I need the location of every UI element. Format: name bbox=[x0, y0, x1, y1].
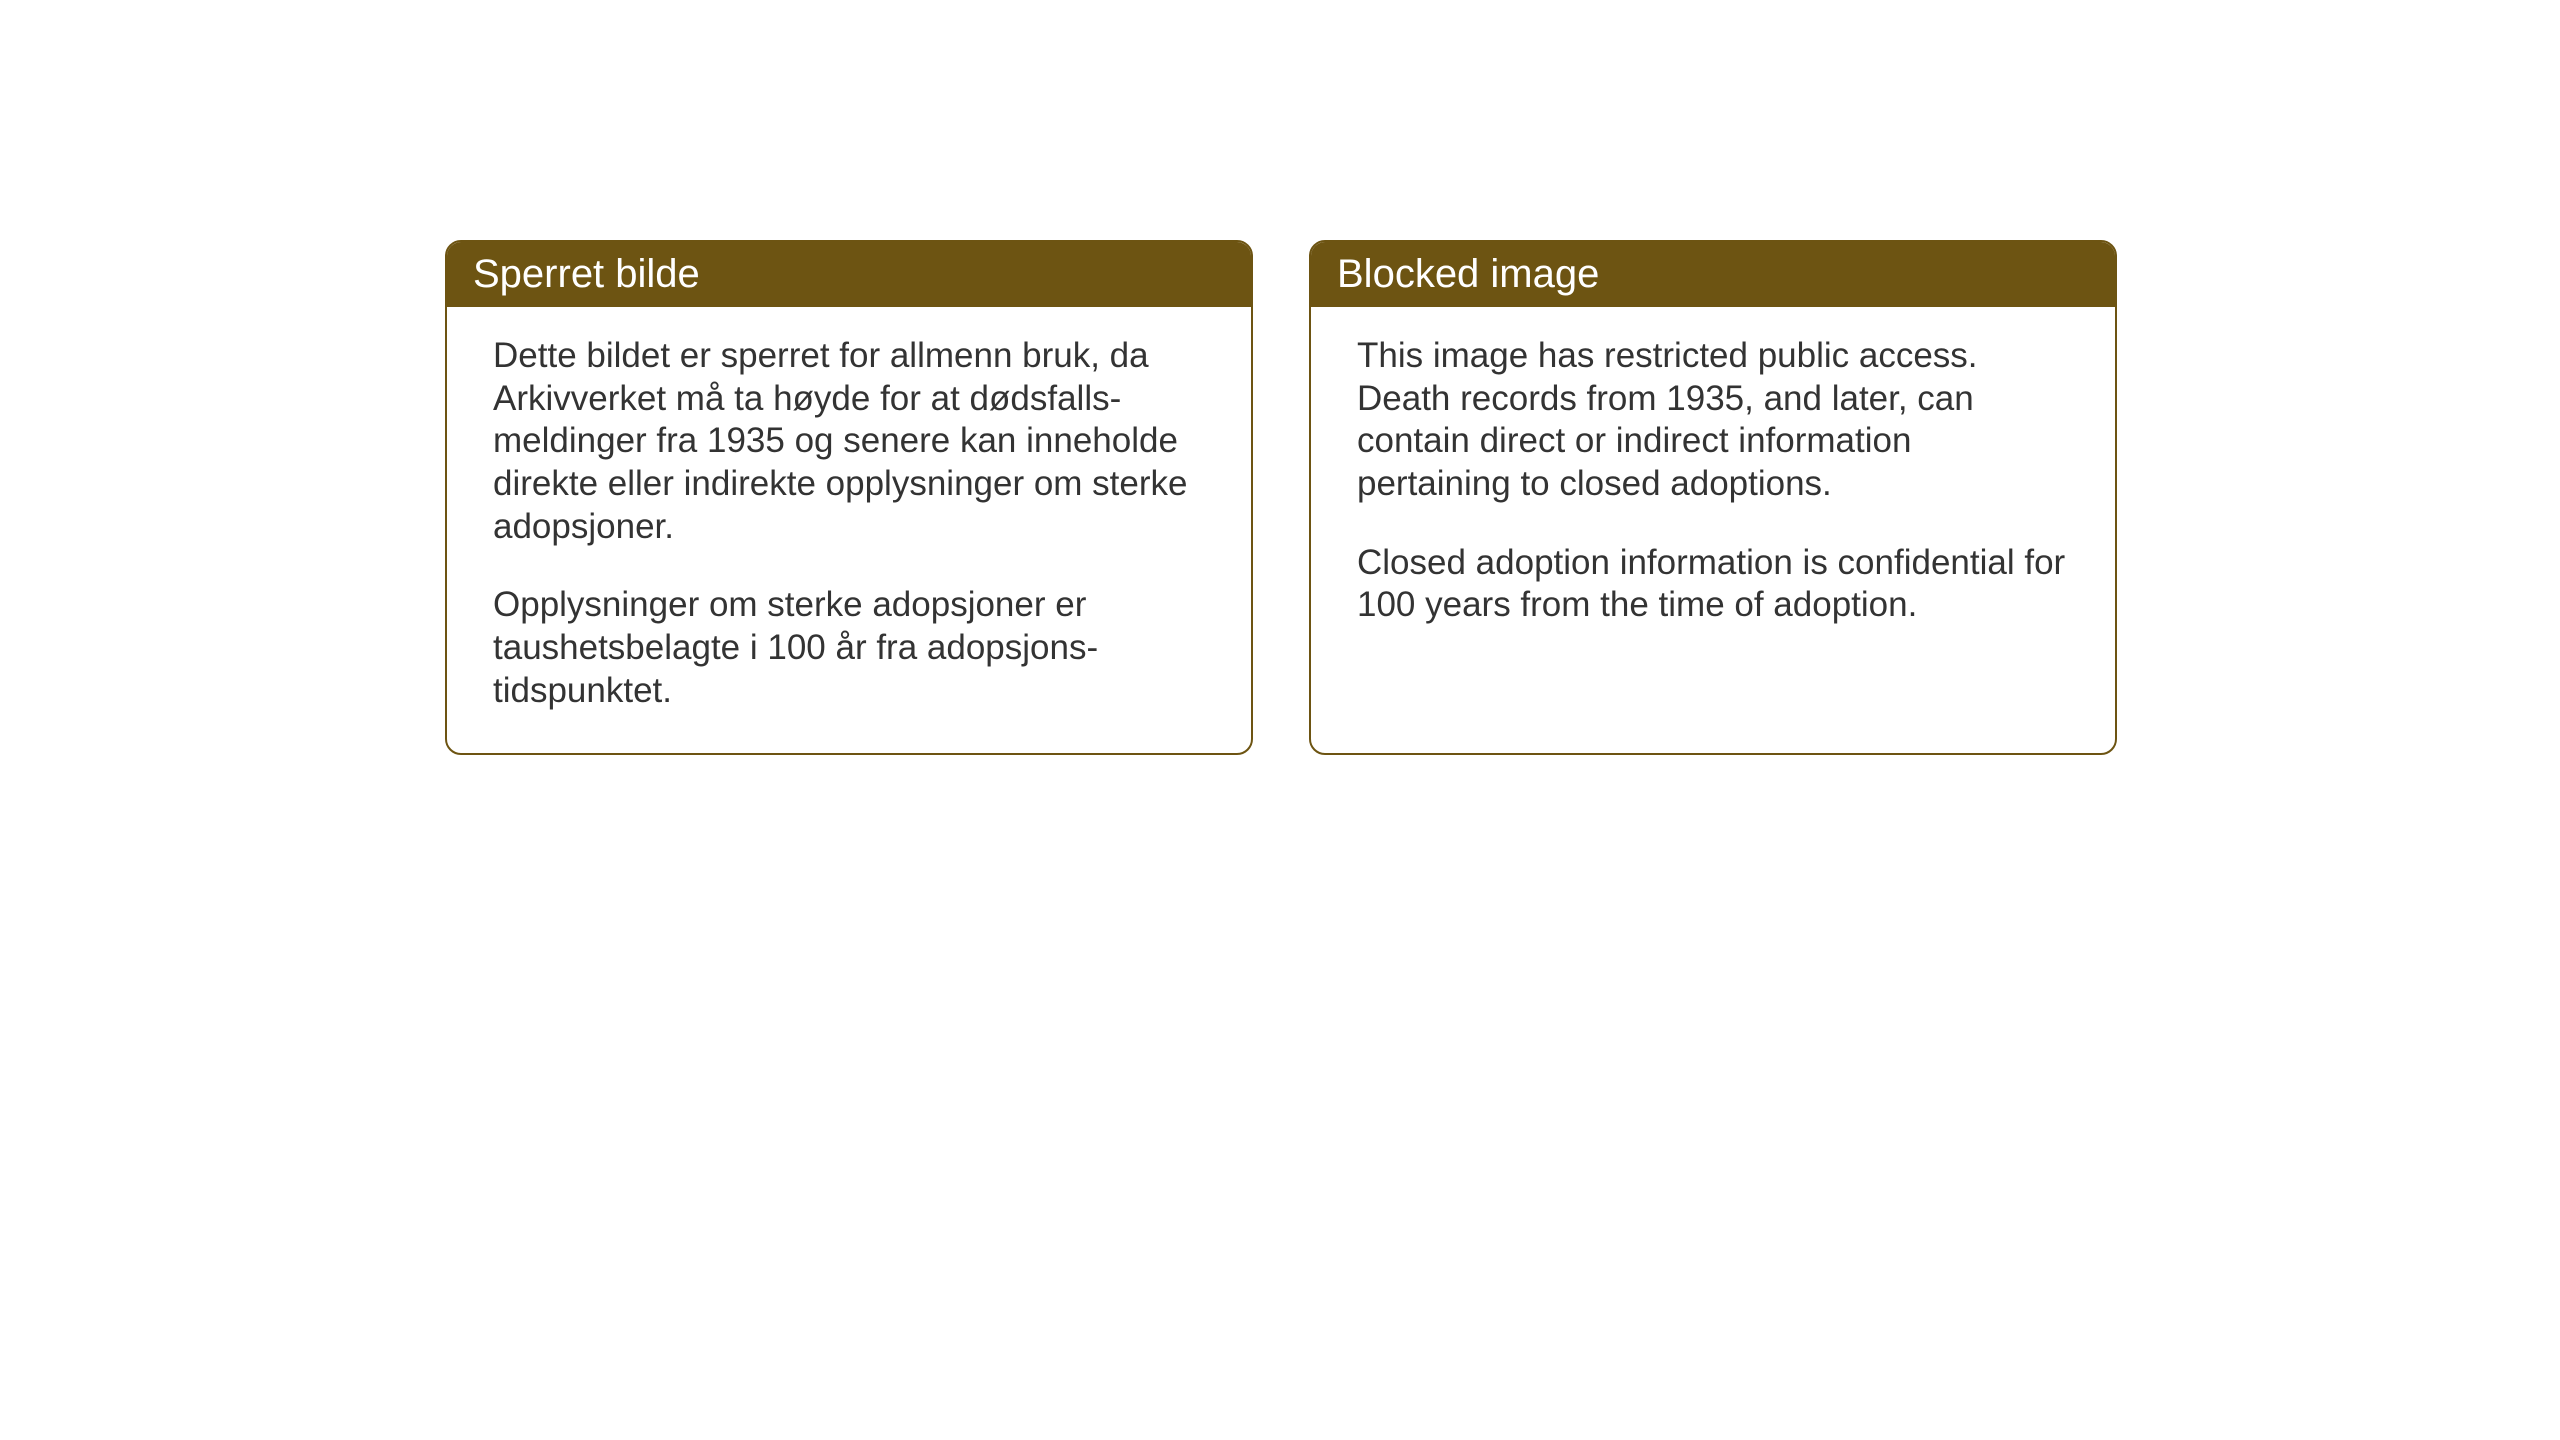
paragraph-1-english: This image has restricted public access.… bbox=[1357, 335, 2069, 506]
card-title-norwegian: Sperret bilde bbox=[473, 252, 700, 296]
notice-card-norwegian: Sperret bilde Dette bildet er sperret fo… bbox=[445, 240, 1253, 755]
card-title-english: Blocked image bbox=[1337, 252, 1599, 296]
notice-card-english: Blocked image This image has restricted … bbox=[1309, 240, 2117, 755]
notice-cards-container: Sperret bilde Dette bildet er sperret fo… bbox=[445, 240, 2117, 755]
paragraph-2-english: Closed adoption information is confident… bbox=[1357, 542, 2069, 627]
card-header-norwegian: Sperret bilde bbox=[447, 242, 1251, 307]
paragraph-2-norwegian: Opplysninger om sterke adopsjoner er tau… bbox=[493, 584, 1205, 712]
card-body-norwegian: Dette bildet er sperret for allmenn bruk… bbox=[447, 307, 1251, 753]
card-header-english: Blocked image bbox=[1311, 242, 2115, 307]
paragraph-1-norwegian: Dette bildet er sperret for allmenn bruk… bbox=[493, 335, 1205, 548]
card-body-english: This image has restricted public access.… bbox=[1311, 307, 2115, 667]
